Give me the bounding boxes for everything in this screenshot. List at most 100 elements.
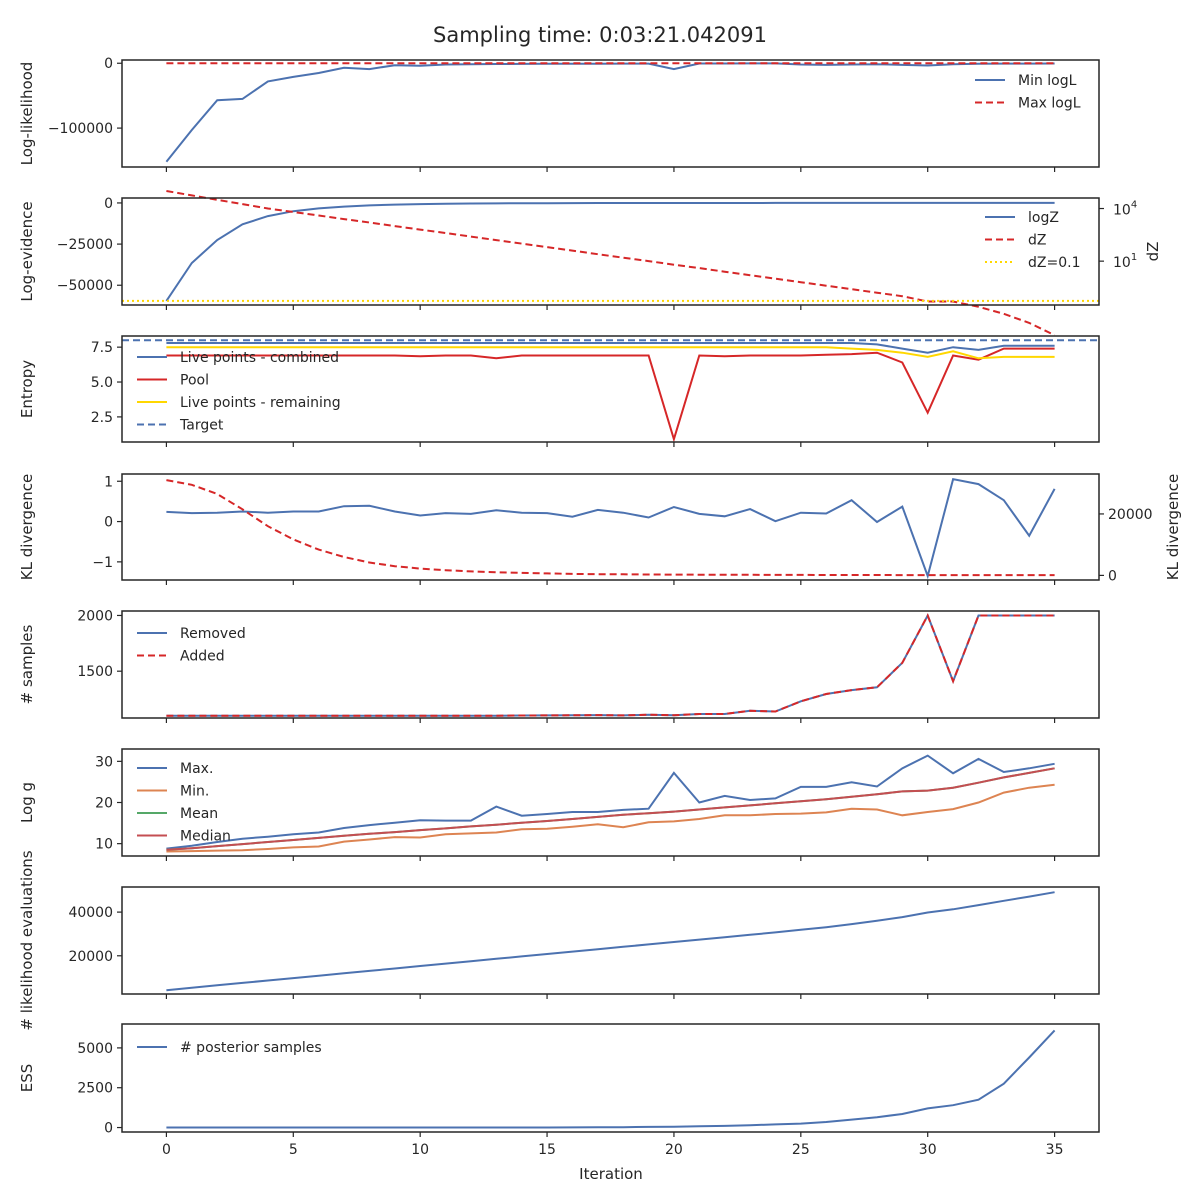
y2-tick-label: 20000 [1108, 507, 1153, 523]
series-line-added [166, 613, 1055, 717]
y2-tick-exponent: 1 [1131, 252, 1137, 263]
subplot-6: 30 20 10 Log g Max. Min. Mean Median [18, 748, 1100, 861]
y-tick-label: 0 [104, 196, 113, 212]
y-tick-label: 20 [95, 796, 113, 812]
x-axis-label: Iteration [579, 1165, 643, 1183]
series-line-dz [166, 190, 1056, 337]
y-tick-label: 20000 [68, 949, 113, 965]
y-tick-label: 0 [104, 1121, 113, 1137]
legend: Removed Added [137, 626, 246, 665]
y-tick-label: 40000 [68, 905, 113, 921]
series-line-live-points-combined [166, 342, 1055, 354]
legend-label: Median [180, 829, 231, 845]
x-tick-label: 15 [538, 1142, 556, 1158]
y-tick-label: 10 [95, 837, 113, 853]
plot-frame [121, 59, 1100, 168]
x-tick-label: 30 [919, 1142, 937, 1158]
y-tick-label: 5000 [77, 1041, 113, 1057]
series-line-live-points-remaining [166, 346, 1055, 360]
y2-tick-label: 0 [1108, 568, 1117, 584]
y-tick-label: 5.0 [91, 375, 113, 391]
y-axis-label: ESS [18, 1064, 36, 1093]
series-line--posterior-samples [166, 1029, 1056, 1129]
y-tick-label: −100000 [48, 121, 113, 137]
x-tick-label: 10 [411, 1142, 429, 1158]
y2-axis-label: KL divergence [1164, 474, 1182, 580]
subplot-3: 2.5 5.0 7.5 Entropy Live points - combined Po… [18, 335, 1100, 447]
legend-label: Max logL [1018, 96, 1081, 112]
legend-label: Max. [180, 761, 213, 777]
y-tick-label: 1 [104, 474, 113, 490]
series-line-mean [166, 767, 1055, 851]
series-line-min- [166, 783, 1055, 853]
x-tick-label: 25 [792, 1142, 810, 1158]
legend-label: Live points - remaining [180, 395, 341, 411]
plot-frame [121, 335, 1100, 443]
legend-label: Target [179, 418, 224, 434]
legend-label: # posterior samples [180, 1040, 322, 1056]
subplots: 0 −100000 Log-likelihood Min logL Max logL 0 −… [18, 56, 1182, 1158]
subplot-4: 1 0 −1 20000 0 KL divergence KL divergence [18, 473, 1182, 585]
subplot-7: 40000 20000 # likelihood evaluations [18, 850, 1100, 1031]
legend-label: Added [180, 649, 225, 665]
y-tick-label: −50000 [57, 278, 113, 294]
plot-frame [121, 610, 1100, 719]
plot-frame [121, 473, 1100, 581]
series-line-logz [165, 201, 1055, 302]
series-line-series-2 [166, 479, 1055, 577]
legend: Min logL Max logL [975, 73, 1081, 112]
y-tick-label: 2500 [77, 1081, 113, 1097]
y2-tick-exponent: 4 [1131, 200, 1137, 211]
legend: Live points - combined Pool Live points - … [137, 350, 341, 434]
y-axis-label: Log-likelihood [18, 62, 36, 166]
legend-label: Removed [180, 626, 246, 642]
y-axis-label: # samples [18, 624, 36, 704]
series-line-median [166, 767, 1055, 851]
subplot-1: 0 −100000 Log-likelihood Min logL Max logL [18, 56, 1100, 172]
y-axis-label: Log g [18, 782, 36, 823]
y-tick-label: −1 [92, 555, 113, 571]
series-line-removed [166, 613, 1055, 717]
legend: Max. Min. Mean Median [137, 761, 231, 845]
plot-frame [121, 748, 1100, 857]
legend: # posterior samples [137, 1040, 322, 1056]
legend-label: logZ [1028, 210, 1059, 226]
x-tick-label: 35 [1046, 1142, 1064, 1158]
legend: logZ dZ dZ=0.1 [985, 210, 1080, 271]
plot-frame [121, 1023, 1100, 1133]
x-tick-label: 5 [289, 1142, 298, 1158]
y-axis-label: Log-evidence [18, 201, 36, 301]
legend-label: dZ=0.1 [1028, 255, 1080, 271]
y-tick-label: 0 [104, 56, 113, 72]
series-line-max- [166, 754, 1055, 850]
legend-label: Mean [180, 806, 218, 822]
y-tick-label: 2000 [77, 608, 113, 624]
y-tick-label: 0 [104, 515, 113, 531]
legend-label: dZ [1028, 233, 1046, 249]
chart-title: Sampling time: 0:03:21.042091 [433, 23, 767, 47]
y-tick-label: 30 [95, 754, 113, 770]
legend-label: Min. [180, 784, 209, 800]
plot-frame [121, 197, 1100, 306]
y2-tick-label: 101 [1113, 252, 1137, 271]
plot-frame [121, 886, 1100, 995]
subplot-2: 0 −25000 −50000 101 104 Log-evidence dZ logZ dZ d… [18, 190, 1162, 337]
y-axis-label: KL divergence [18, 474, 36, 580]
x-tick-label: 20 [665, 1142, 683, 1158]
legend-label: Live points - combined [180, 350, 339, 366]
y-axis-label: Entropy [18, 360, 36, 418]
legend-label: Min logL [1018, 73, 1077, 89]
x-tick-label: 0 [162, 1142, 171, 1158]
y-tick-label: −25000 [57, 237, 113, 253]
series-line-series-1 [166, 891, 1055, 992]
y-tick-label: 7.5 [91, 340, 113, 356]
subplot-5: 2000 1500 # samples Removed Added [18, 608, 1100, 723]
y-tick-label: 1500 [77, 664, 113, 680]
y-axis-label: # likelihood evaluations [18, 850, 36, 1030]
y2-tick-label: 104 [1113, 200, 1137, 219]
subplot-8: 5000 2500 0 0 5 10 15 20 25 30 35 ESS # posterior sa… [18, 1023, 1100, 1158]
y-tick-label: 2.5 [91, 410, 113, 426]
y2-axis-label: dZ [1144, 242, 1162, 262]
series-line-min-logl [165, 62, 1055, 163]
